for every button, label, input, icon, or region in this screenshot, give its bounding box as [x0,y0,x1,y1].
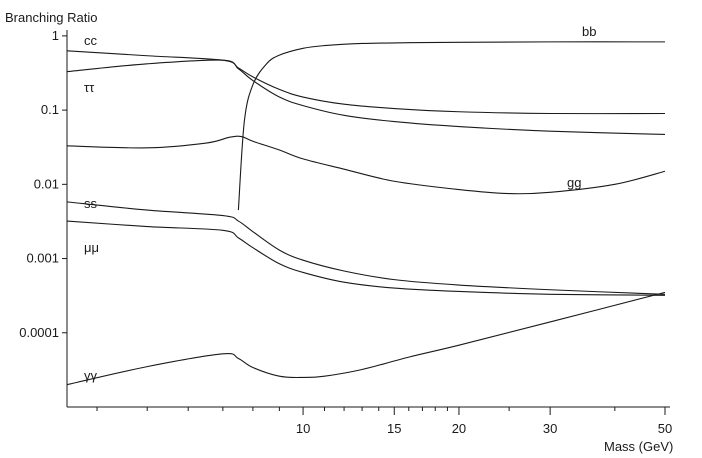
series-line-cc [66,50,666,115]
series-label-tautau: ττ [84,80,95,95]
y-tick-label: 0.1 [41,102,59,117]
y-axis-title: Branching Ratio [5,10,98,25]
series-label-bb: bb [582,24,596,39]
x-tick-label: 20 [452,421,466,436]
x-tick-label: 10 [296,421,310,436]
series-label-cc: cc [84,33,98,48]
y-tick-label: 0.001 [26,251,59,266]
y-tick-label: 1 [52,28,59,43]
series-line-bb [237,41,666,211]
y-tick-label: 0.0001 [19,325,59,340]
series-line-gammagamma [66,291,666,386]
series-line-ss [66,201,666,295]
series-lines [66,41,666,386]
tick-labels: 1 0.1 0.01 0.001 0.0001 10 15 20 30 50 [19,28,672,436]
y-tick-label: 0.01 [34,176,59,191]
series-labels: bb cc ττ gg ss μμ γγ [84,24,596,383]
axes [66,30,670,408]
series-line-tautau [66,59,666,135]
series-label-gammagamma: γγ [84,368,98,383]
x-tick-label: 50 [658,421,672,436]
series-label-mumu: μμ [84,240,99,255]
x-axis-title: Mass (GeV) [604,439,673,454]
series-line-mumu [66,220,666,296]
x-tick-label: 15 [387,421,401,436]
series-label-ss: ss [84,196,98,211]
x-tick-label: 30 [543,421,557,436]
series-label-gg: gg [567,175,581,190]
series-line-gg [66,135,666,195]
ticks [62,35,666,415]
